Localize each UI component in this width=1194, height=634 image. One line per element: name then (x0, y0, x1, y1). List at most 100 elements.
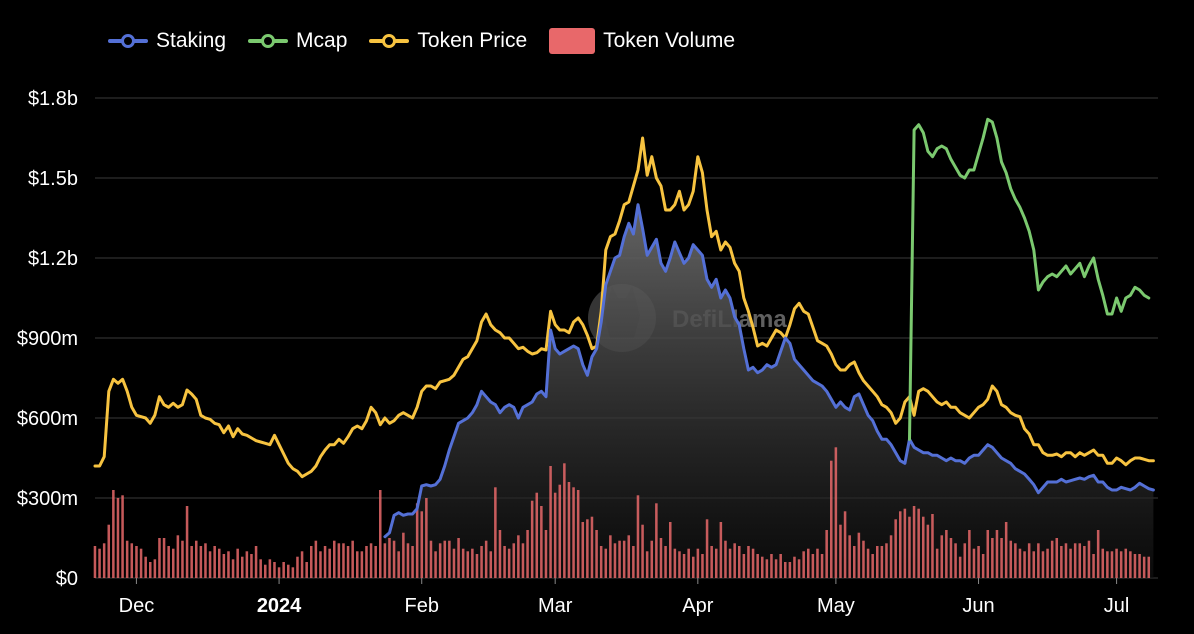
volume-bar (107, 524, 111, 578)
volume-bar (1000, 538, 1003, 578)
volume-bar (627, 535, 631, 578)
volume-bar (931, 514, 934, 578)
volume-bar (98, 548, 101, 578)
volume-bar (1073, 543, 1077, 578)
volume-bar (397, 551, 400, 578)
volume-bar (669, 522, 672, 578)
volume-bar (310, 546, 313, 578)
volume-bar (1083, 546, 1086, 578)
volume-bar (172, 548, 175, 578)
legend-item-staking[interactable]: Staking (108, 29, 226, 53)
volume-bar (917, 508, 920, 578)
volume-bar (825, 530, 828, 578)
legend-item-mcap[interactable]: Mcap (248, 29, 347, 53)
volume-bar (153, 559, 157, 578)
volume-bar (816, 548, 819, 578)
volume-bar (540, 506, 543, 578)
volume-bar (995, 530, 999, 578)
volume-bar (590, 516, 594, 578)
volume-bar (383, 543, 387, 578)
y-tick-label: $1.2b (28, 248, 78, 270)
token-price-line (93, 136, 1155, 479)
volume-bar (185, 506, 189, 578)
volume-bar (622, 540, 626, 578)
volume-bar (1069, 548, 1072, 578)
volume-bar (466, 551, 470, 578)
volume-bar (498, 530, 502, 578)
volume-bar (935, 548, 939, 578)
volume-bar (567, 482, 571, 578)
volume-bar (1142, 556, 1146, 578)
volume-bar (779, 554, 782, 578)
volume-bar (259, 559, 262, 578)
volume-bar (406, 543, 410, 578)
volume-bar (715, 548, 718, 578)
volume-bar (595, 530, 598, 578)
volume-bar (609, 535, 612, 578)
volume-bar (811, 554, 815, 578)
volume-bar (687, 548, 690, 578)
volume-bar (710, 546, 713, 578)
volume-bar (434, 551, 437, 578)
volume-bar (323, 546, 327, 578)
legend-item-token-price[interactable]: Token Price (369, 29, 527, 53)
volume-bar (802, 551, 805, 578)
volume-bar (618, 540, 621, 578)
volume-bar (903, 508, 907, 578)
volume-bar (549, 466, 552, 578)
volume-bar (420, 511, 424, 578)
volume-bar (613, 543, 617, 578)
volume-bar (452, 548, 456, 578)
token-volume-bars (93, 447, 1151, 578)
volume-bar (379, 490, 382, 578)
y-tick-label: $600m (17, 408, 78, 430)
volume-bar (673, 548, 677, 578)
volume-bar (866, 548, 870, 578)
volume-bar (857, 532, 861, 578)
x-tick-label: Jul (1104, 595, 1130, 617)
volume-bar (784, 562, 787, 578)
volume-bar (250, 554, 253, 578)
volume-bar (121, 495, 124, 578)
volume-bar (747, 546, 750, 578)
legend-swatch-staking (108, 32, 148, 50)
volume-bar (273, 562, 276, 578)
volume-bar (204, 543, 207, 578)
volume-bar (1087, 540, 1091, 578)
volume-bar (926, 524, 930, 578)
volume-bar (167, 546, 170, 578)
volume-bar (277, 567, 281, 578)
volume-bar (1129, 551, 1132, 578)
volume-bar (876, 546, 879, 578)
volume-bar (848, 535, 851, 578)
volume-bar (981, 554, 985, 578)
volume-bar (701, 554, 704, 578)
volume-bar (733, 543, 736, 578)
volume-bar (894, 519, 897, 578)
volume-bar (664, 546, 667, 578)
volume-bar (291, 567, 295, 578)
volume-bar (1004, 522, 1008, 578)
volume-bar (1106, 551, 1109, 578)
volume-bar (195, 540, 198, 578)
volume-bar (213, 546, 216, 578)
volume-bar (774, 559, 778, 578)
legend-item-token-volume[interactable]: Token Volume (549, 28, 735, 54)
volume-bar (517, 535, 520, 578)
volume-bar (765, 559, 769, 578)
volume-bar (839, 524, 842, 578)
legend-label-staking: Staking (156, 29, 227, 52)
volume-bar (245, 551, 249, 578)
volume-bar (1018, 548, 1022, 578)
volume-bar (880, 546, 884, 578)
volume-bar (181, 540, 184, 578)
volume-bar (885, 543, 888, 578)
volume-bar (655, 503, 658, 578)
volume-bar (102, 543, 106, 578)
legend-label-token-volume: Token Volume (603, 29, 736, 52)
volume-bar (770, 554, 773, 578)
volume-bar (530, 500, 534, 578)
volume-bar (1060, 546, 1063, 578)
y-tick-label: $1.8b (28, 88, 78, 110)
y-tick-label: $1.5b (28, 168, 78, 190)
